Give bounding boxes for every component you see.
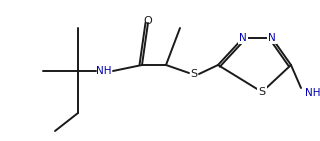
Text: S: S — [190, 69, 197, 79]
Text: N: N — [239, 33, 247, 43]
Text: NH: NH — [96, 66, 112, 76]
Text: O: O — [144, 16, 152, 26]
Text: N: N — [268, 33, 276, 43]
Text: NH₂: NH₂ — [305, 88, 320, 98]
Text: S: S — [259, 87, 266, 97]
